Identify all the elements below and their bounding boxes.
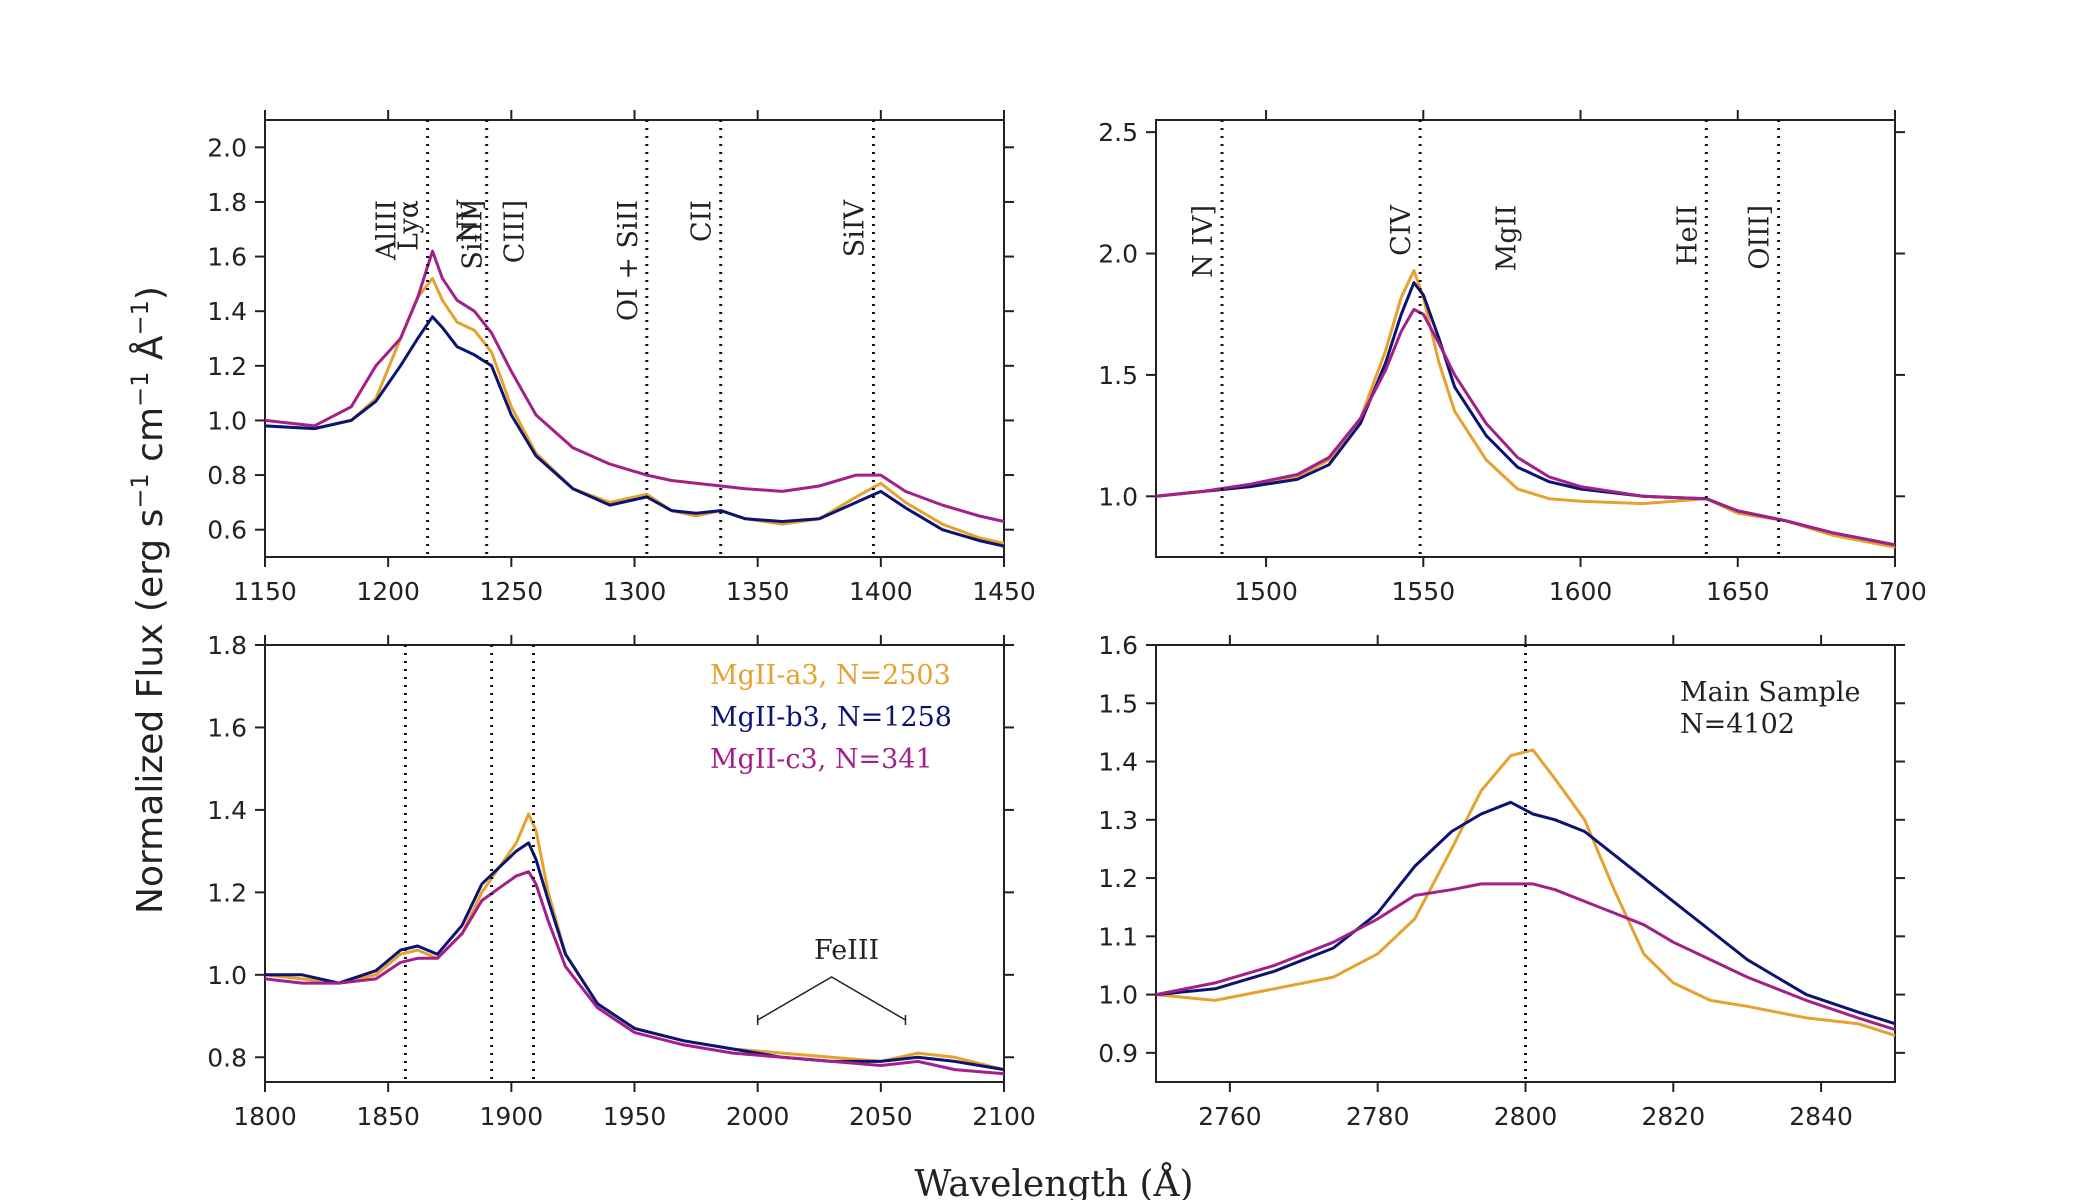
line-label: Lyα bbox=[394, 200, 425, 251]
x-tick-label: 1950 bbox=[603, 1102, 667, 1131]
series-c3 bbox=[264, 249, 1005, 523]
panel-bottom-right: 2760 2780 2800 2820 2840 0.9 1.0 1.1 1.2 1.3 1.4 1.… bbox=[1098, 205, 1905, 1131]
series-b3 bbox=[1155, 800, 1896, 1026]
y-tick-label: 1.0 bbox=[207, 406, 247, 435]
line-label: N IV] bbox=[1188, 205, 1219, 278]
y-tick-label: 1.8 bbox=[207, 631, 247, 660]
y-axis-title: Normalized Flux (erg s−1 cm−1 Å−1) bbox=[126, 286, 171, 914]
line-label: SiIII] bbox=[458, 200, 489, 270]
y-tick-label: 1.0 bbox=[1098, 482, 1138, 511]
y-tick-label: 0.9 bbox=[1098, 1039, 1138, 1068]
x-tick-label: 2050 bbox=[849, 1102, 913, 1131]
feiii-bracket bbox=[757, 976, 906, 1021]
x-tick-label: 2760 bbox=[1198, 1102, 1262, 1131]
series-c3 bbox=[1155, 882, 1896, 1032]
y-tick-label: 1.2 bbox=[207, 878, 247, 907]
x-tick-label: 1800 bbox=[233, 1102, 297, 1131]
line-label: HeII bbox=[1672, 205, 1703, 266]
y-tick-label: 1.2 bbox=[207, 352, 247, 381]
annotation-line2: N=4102 bbox=[1680, 709, 1795, 740]
annotation-line1: Main Sample bbox=[1680, 677, 1860, 708]
y-tick-label: 2.0 bbox=[1098, 240, 1138, 269]
series-a3 bbox=[1155, 269, 1896, 549]
x-tick-label: 1650 bbox=[1706, 577, 1770, 606]
y-tick-label: 0.8 bbox=[207, 461, 247, 490]
y-tick-label: 1.3 bbox=[1098, 806, 1138, 835]
feiii-label: FeIII bbox=[814, 935, 879, 966]
line-label: OIII] bbox=[1745, 205, 1776, 270]
line-label: SiIV bbox=[839, 199, 870, 257]
y-tick-label: 2.5 bbox=[1098, 118, 1138, 147]
x-tick-label: 1400 bbox=[849, 577, 913, 606]
panel-top-left: 1150 1200 1250 1300 1350 1400 1450 0.6 0.8 1.0 1.2… bbox=[207, 110, 1036, 606]
y-tick-label: 1.1 bbox=[1098, 922, 1138, 951]
y-tick-label: 1.5 bbox=[1098, 689, 1138, 718]
line-label: CII bbox=[687, 200, 718, 242]
y-tick-label: 1.0 bbox=[207, 961, 247, 990]
y-tick-label: 1.4 bbox=[207, 297, 247, 326]
x-tick-label: 2000 bbox=[726, 1102, 790, 1131]
y-tick-label: 1.6 bbox=[207, 713, 247, 742]
panel-top-right: 1500 1550 1600 1650 1700 1.0 1.5 2.0 2.5 N IV] CIV… bbox=[1098, 110, 1927, 606]
x-tick-label: 2840 bbox=[1789, 1102, 1853, 1131]
series-c3 bbox=[1155, 307, 1896, 547]
x-tick-label: 1500 bbox=[1234, 577, 1298, 606]
plot-frame bbox=[1155, 119, 1896, 558]
y-tick-label: 1.4 bbox=[1098, 748, 1138, 777]
series-a3 bbox=[264, 812, 1005, 1072]
y-tick-label: 0.6 bbox=[207, 516, 247, 545]
x-tick-label: 1700 bbox=[1863, 577, 1927, 606]
series-b3 bbox=[264, 315, 1005, 548]
series-a3 bbox=[1155, 748, 1896, 1037]
series-b3 bbox=[1155, 281, 1896, 547]
y-tick-label: 0.8 bbox=[207, 1043, 247, 1072]
series-c3 bbox=[264, 870, 1005, 1076]
y-tick-label: 1.0 bbox=[1098, 981, 1138, 1010]
line-label: CIII] bbox=[500, 200, 531, 263]
x-tick-label: 2780 bbox=[1346, 1102, 1410, 1131]
x-tick-label: 1900 bbox=[480, 1102, 544, 1131]
x-tick-label: 1600 bbox=[1549, 577, 1613, 606]
x-tick-label: 1250 bbox=[480, 577, 544, 606]
legend-b3: MgII-b3, N=1258 bbox=[710, 702, 952, 733]
y-tick-label: 1.6 bbox=[207, 243, 247, 272]
legend-c3: MgII-c3, N=341 bbox=[710, 744, 933, 775]
y-tick-label: 1.2 bbox=[1098, 864, 1138, 893]
y-tick-label: 1.5 bbox=[1098, 361, 1138, 390]
line-label: MgII bbox=[1492, 205, 1523, 271]
series-b3 bbox=[265, 841, 1005, 1072]
x-tick-label: 1550 bbox=[1391, 577, 1455, 606]
panel-bottom-left: 1800 1850 1900 1950 2000 2050 2100 0.8 1.0 1.2 1.4… bbox=[207, 200, 1036, 1131]
x-tick-label: 2100 bbox=[972, 1102, 1036, 1131]
x-tick-label: 2800 bbox=[1494, 1102, 1558, 1131]
x-tick-label: 2820 bbox=[1641, 1102, 1705, 1131]
y-tick-label: 1.8 bbox=[207, 188, 247, 217]
x-tick-label: 1150 bbox=[233, 577, 297, 606]
y-tick-label: 1.6 bbox=[1098, 631, 1138, 660]
line-label: AlIII bbox=[371, 200, 402, 261]
x-tick-label: 1200 bbox=[356, 577, 420, 606]
line-label: CIV bbox=[1386, 205, 1417, 256]
y-tick-label: 2.0 bbox=[207, 133, 247, 162]
y-tick-label: 1.4 bbox=[207, 796, 247, 825]
x-tick-label: 1450 bbox=[972, 577, 1036, 606]
x-tick-label: 1850 bbox=[356, 1102, 420, 1131]
x-axis-title: Wavelength (Å) bbox=[914, 1163, 1193, 1200]
line-label: NV bbox=[453, 200, 484, 244]
x-tick-label: 1300 bbox=[603, 577, 667, 606]
legend-a3: MgII-a3, N=2503 bbox=[710, 660, 951, 691]
x-tick-label: 1350 bbox=[726, 577, 790, 606]
line-label: OI + SiII bbox=[613, 200, 644, 321]
